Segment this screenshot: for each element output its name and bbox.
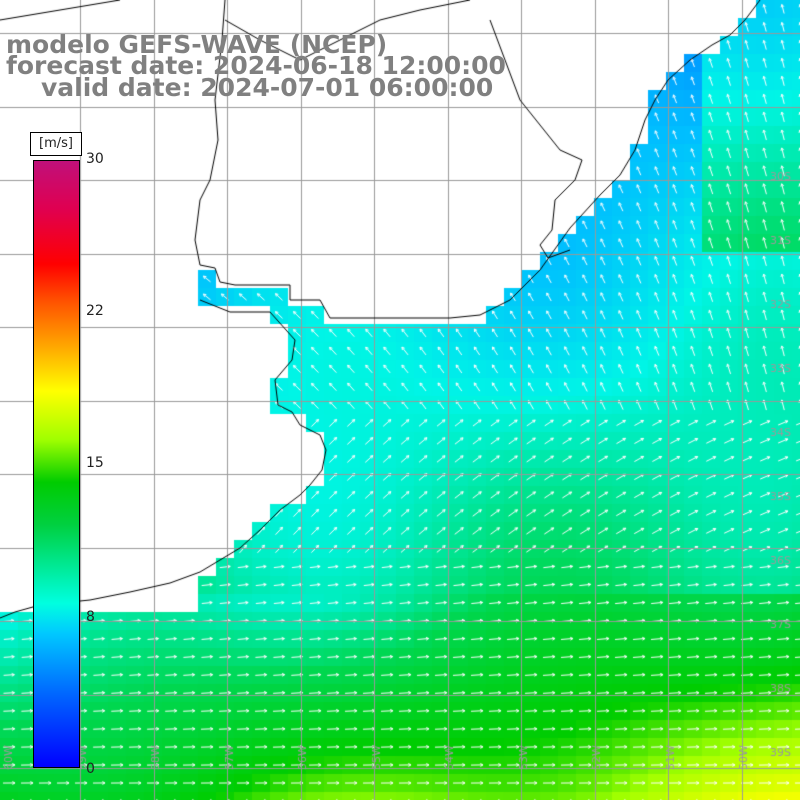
forecast-date: forecast date: 2024-06-18 12:00:00 — [6, 51, 506, 80]
colorbar-label-0: 0 — [86, 761, 95, 777]
colorbar-label-15: 15 — [86, 455, 104, 471]
model-title: modelo GEFS-WAVE (NCEP) — [6, 30, 388, 59]
colorbar-unit: [m/s] — [30, 132, 82, 156]
colorbar-label-30: 30 — [86, 151, 104, 167]
colorbar-label-22: 22 — [86, 303, 104, 319]
valid-date: valid date: 2024-07-01 06:00:00 — [41, 73, 494, 102]
colorbar-label-8: 8 — [86, 609, 95, 625]
colorbar-gradient — [33, 160, 80, 768]
colorbar: [m/s] 30 22 15 8 0 — [30, 132, 110, 782]
